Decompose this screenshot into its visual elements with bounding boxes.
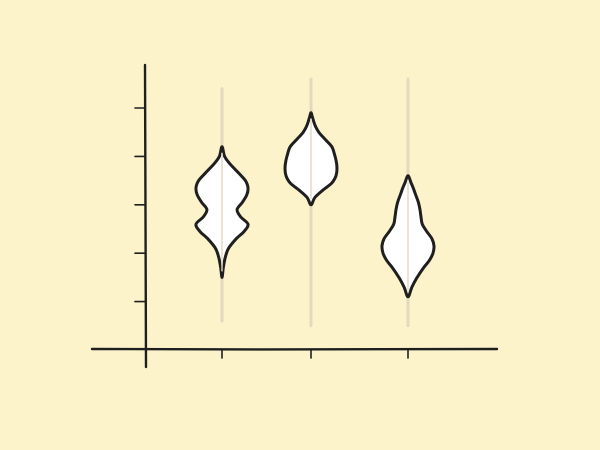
axes xyxy=(90,63,499,369)
y-ticks xyxy=(134,107,146,303)
violins xyxy=(194,111,436,299)
y-axis xyxy=(143,63,148,369)
x-ticks xyxy=(221,349,409,359)
